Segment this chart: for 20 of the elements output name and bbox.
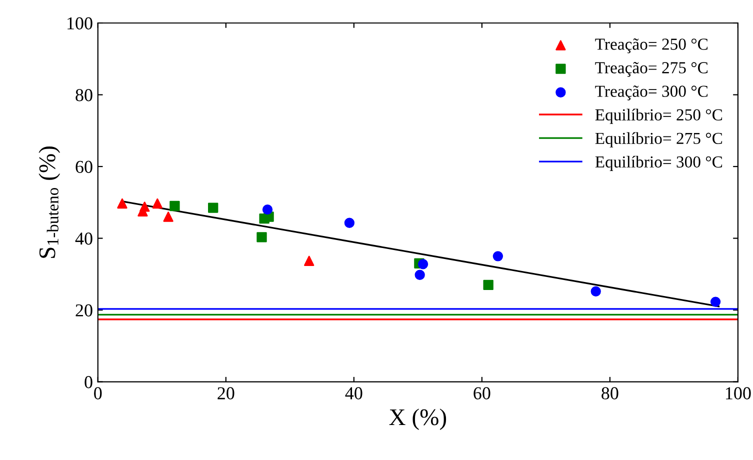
y-tick-label: 100 [68,17,92,30]
legend-label: Treação= 300 °C [595,86,708,100]
y-tick-label: 80 [76,89,92,102]
legend-label: Treação= 250 °C [595,38,708,54]
legend-label: Equilíbrio= 300 °C [595,156,722,171]
y-tick-label: 0 [84,376,92,388]
x-tick-label: 0 [94,387,102,400]
x-tick-label: 20 [218,387,234,400]
legend-label: Treação= 275 °C [595,62,708,77]
x-tick-label: 100 [726,387,751,400]
x-tick-label: 60 [474,387,490,400]
legend-label: Equilíbrio= 250 °C [595,108,722,124]
y-axis-title: S$_{1-buteno}$ (%) [38,146,60,258]
x-tick-label: 40 [345,387,362,400]
legend-label: Equilíbrio= 275 °C [595,132,722,148]
x-axis-title: X (%) [389,408,446,430]
y-tick-label: 40 [75,232,92,245]
y-tick-label: 60 [76,160,92,173]
y-tick-label: 20 [76,304,92,316]
x-tick-label: 80 [602,387,618,400]
